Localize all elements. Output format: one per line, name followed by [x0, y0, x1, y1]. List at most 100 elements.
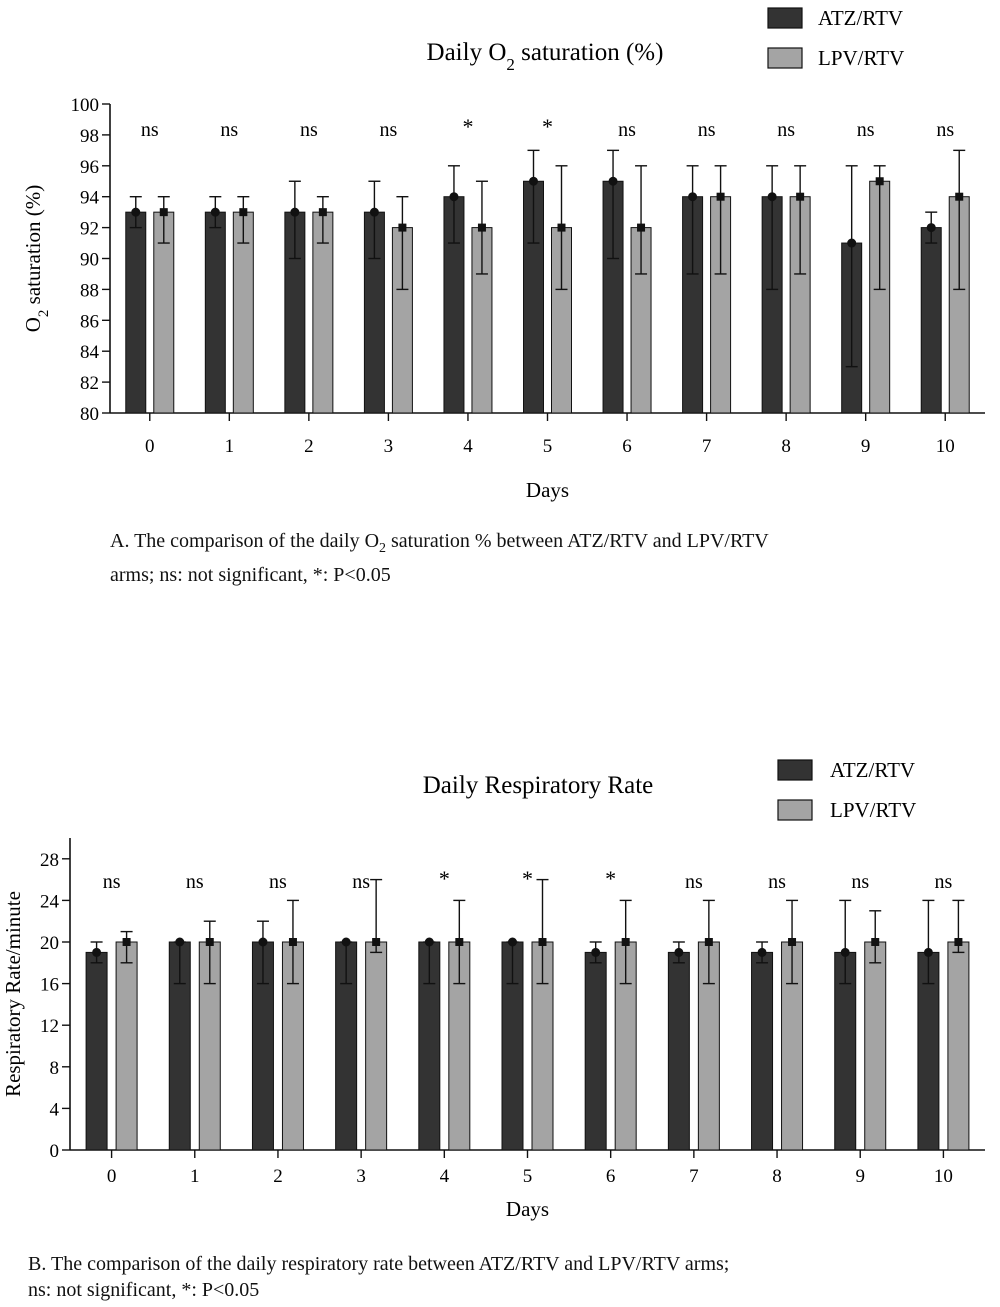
data-point-atz — [767, 192, 777, 202]
significance-label: * — [542, 114, 553, 139]
significance-label: ns — [935, 871, 953, 893]
y-axis-label: O2 saturation (%) — [21, 185, 52, 332]
y-tick-label: 92 — [80, 219, 99, 240]
x-tick-label: 8 — [772, 1166, 782, 1187]
data-point-atz — [92, 947, 102, 957]
significance-label: ns — [857, 119, 875, 141]
significance-label: ns — [936, 119, 954, 141]
x-tick-label: 2 — [304, 436, 314, 457]
data-point-lpv — [621, 938, 630, 946]
y-tick-label: 90 — [80, 250, 99, 271]
significance-label: ns — [698, 119, 716, 141]
significance-label: ns — [300, 119, 318, 141]
significance-label: * — [522, 866, 533, 891]
significance-label: * — [462, 114, 473, 139]
x-tick-label: 10 — [936, 436, 955, 457]
data-point-atz — [674, 947, 684, 957]
data-point-lpv — [704, 938, 713, 946]
y-tick-label: 88 — [80, 280, 99, 301]
chart-b: Daily Respiratory Rate ATZ/RTV LPV/RTV 0 4 8 1… — [1, 758, 985, 1221]
data-point-lpv — [557, 223, 566, 232]
chart-title-sub: 2 — [506, 55, 515, 74]
data-point-atz — [608, 176, 618, 186]
significance-label: * — [605, 866, 616, 891]
chart-title-part: saturation (%) — [515, 39, 664, 66]
data-point-atz — [369, 207, 379, 217]
data-point-atz — [341, 937, 351, 947]
chart-a: Daily O2 saturation (%)ATZ/RTVLPV/RTV808… — [21, 6, 985, 502]
y-tick-label: 8 — [50, 1058, 60, 1079]
x-tick-label: 4 — [440, 1166, 450, 1187]
y-tick-label: 98 — [80, 126, 99, 147]
x-tick-label: 4 — [463, 436, 473, 457]
significance-label: ns — [768, 871, 786, 893]
bar-atz — [85, 951, 108, 1151]
x-tick-label: 3 — [356, 1166, 366, 1187]
y-tick-label: 84 — [80, 342, 100, 363]
data-point-atz — [923, 947, 933, 957]
data-point-atz — [131, 207, 141, 217]
y-tick-label: 82 — [80, 373, 99, 394]
bar-lpv — [947, 941, 970, 1151]
significance-label: ns — [352, 871, 370, 893]
caption-a: A. The comparison of the daily O2 satura… — [110, 530, 769, 586]
legend-swatch — [767, 47, 803, 69]
data-point-lpv — [788, 938, 797, 946]
bar-atz — [920, 227, 942, 414]
legend-label: LPV/RTV — [818, 46, 904, 70]
y-tick-label: 12 — [40, 1016, 59, 1037]
legend-swatch — [777, 759, 813, 781]
data-point-lpv — [955, 192, 964, 201]
significance-label: ns — [685, 871, 703, 893]
significance-label: ns — [269, 871, 287, 893]
x-tick-label: 2 — [273, 1166, 283, 1187]
y-tick-label: 16 — [40, 975, 59, 996]
x-tick-label: 9 — [855, 1166, 865, 1187]
x-tick-label: 8 — [781, 436, 791, 457]
y-tick-label: 100 — [71, 95, 100, 116]
legend-swatch — [767, 7, 803, 29]
x-axis-label: Days — [506, 1197, 549, 1221]
data-point-lpv — [871, 938, 880, 946]
caption-b: B. The comparison of the daily respirato… — [28, 1253, 730, 1301]
x-tick-label: 3 — [384, 436, 394, 457]
x-tick-label: 0 — [107, 1166, 117, 1187]
bar-atz — [667, 951, 690, 1151]
x-tick-label: 6 — [606, 1166, 616, 1187]
y-axis-label-part: saturation (%) — [21, 185, 45, 310]
legend-label: ATZ/RTV — [818, 6, 903, 30]
data-point-atz — [508, 937, 517, 947]
data-point-atz — [688, 192, 698, 202]
x-tick-label: 1 — [190, 1166, 200, 1187]
bar-atz — [751, 951, 774, 1151]
x-tick-label: 10 — [934, 1166, 953, 1187]
data-point-lpv — [954, 938, 963, 946]
y-tick-label: 20 — [40, 933, 59, 954]
x-axis-label: Days — [526, 478, 569, 502]
y-axis-label: Respiratory Rate/minute — [1, 891, 25, 1097]
y-axis-label-part: O — [21, 317, 45, 332]
significance-label: ns — [220, 119, 238, 141]
x-tick-label: 1 — [225, 436, 235, 457]
data-point-lpv — [716, 192, 725, 201]
data-point-lpv — [205, 938, 214, 946]
y-tick-label: 80 — [80, 404, 99, 425]
data-point-lpv — [159, 208, 168, 217]
bar-atz — [584, 951, 607, 1151]
y-tick-label: 94 — [80, 188, 100, 209]
chart-title: Daily Respiratory Rate — [423, 772, 654, 799]
data-point-lpv — [538, 938, 547, 946]
x-tick-label: 0 — [145, 436, 155, 457]
bar-lpv — [115, 941, 138, 1151]
y-tick-label: 28 — [40, 850, 59, 871]
data-point-atz — [449, 192, 459, 202]
data-point-lpv — [477, 223, 486, 232]
bar-atz — [125, 211, 147, 414]
significance-label: ns — [103, 871, 121, 893]
significance-label: * — [439, 866, 450, 891]
y-tick-label: 0 — [50, 1141, 60, 1162]
legend-label: ATZ/RTV — [830, 758, 915, 782]
data-point-atz — [926, 223, 936, 233]
data-point-lpv — [239, 208, 248, 217]
